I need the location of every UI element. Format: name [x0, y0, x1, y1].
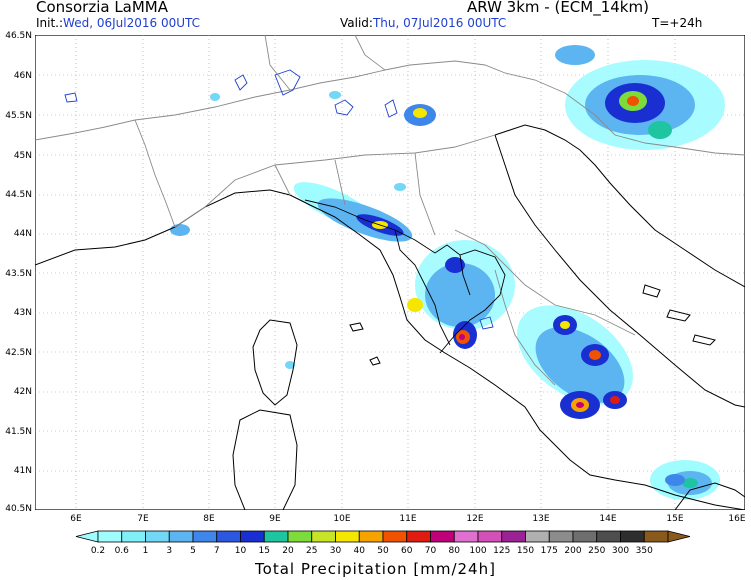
- lat-label: 45.5N: [5, 111, 32, 121]
- colorbar-swatch: [620, 530, 645, 543]
- colorbar-tick-label: 300: [611, 546, 630, 556]
- colorbar-tick-label: 7: [213, 546, 220, 556]
- colorbar-swatch: [335, 530, 360, 543]
- colorbar-tick-label: 250: [588, 546, 606, 556]
- colorbar-swatch: [382, 530, 408, 543]
- colorbar-swatch: [548, 530, 574, 543]
- colorbar-swatch: [477, 530, 503, 543]
- lon-label: 6E: [70, 514, 82, 524]
- lat-label: 41.5N: [5, 427, 32, 437]
- lon-label: 7E: [137, 514, 149, 524]
- lakes: [64, 69, 494, 330]
- colorbar-tick-label: 30: [329, 546, 342, 556]
- colorbar-swatch: [216, 530, 241, 543]
- colorbar-tick-label: 80: [448, 546, 460, 556]
- colorbar-swatch: [121, 530, 146, 543]
- colorbar-tick-label: 0.2: [90, 546, 106, 556]
- colorbar-tick-label: 175: [540, 546, 558, 556]
- colorbar-tick-label: 15: [258, 546, 270, 556]
- colorbar-swatch: [453, 530, 479, 543]
- lon-label: 14E: [599, 514, 617, 524]
- colorbar-swatch: [406, 530, 431, 543]
- lon-label: 16E: [728, 514, 746, 524]
- colorbar-swatch: [572, 530, 598, 543]
- colorbar-swatch: [430, 530, 455, 543]
- colorbar-tick-label: 350: [635, 546, 653, 556]
- colorbar-tick-label: 60: [401, 546, 413, 556]
- colorbar-tick-label: 125: [493, 546, 511, 556]
- colorbar-swatch: [358, 530, 384, 543]
- lat-label: 45N: [13, 151, 32, 161]
- lon-label: 10E: [333, 514, 351, 524]
- init-label: Init.:: [36, 16, 64, 30]
- colorbar-swatch: [192, 530, 218, 543]
- colorbar-tick-label: 3: [166, 546, 173, 556]
- colorbar-swatch: [97, 530, 123, 543]
- colorbar-swatch: [240, 530, 265, 543]
- lat-label: 44.5N: [5, 190, 32, 200]
- coastlines: [35, 124, 745, 510]
- valid-label: Valid:: [340, 16, 373, 30]
- lat-label: 40.5N: [5, 504, 32, 514]
- lon-label: 15E: [666, 514, 684, 524]
- forecast-step: T=+24h: [652, 16, 703, 30]
- lat-label: 46N: [13, 71, 32, 81]
- borders: [35, 35, 745, 386]
- colorbar-tick-label: 1: [142, 546, 149, 556]
- lat-label: 43N: [13, 308, 32, 318]
- colorbar-tick-label: 40: [353, 546, 365, 556]
- lat-label: 42N: [13, 387, 32, 397]
- init-info: Init.:Wed, 06Jul2016 00UTC: [36, 16, 200, 30]
- colorbar-arrow-left: [75, 530, 99, 543]
- colorbar-tick-label: 5: [190, 546, 196, 556]
- header-model: ARW 3km - (ECM_14km): [467, 0, 649, 16]
- init-value: Wed, 06Jul2016 00UTC: [63, 16, 200, 30]
- colorbar-arrow-right: [667, 530, 691, 543]
- colorbar-swatch: [596, 530, 621, 543]
- colorbar-swatch: [263, 530, 289, 543]
- lat-label: 43.5N: [5, 269, 32, 279]
- valid-value: Thu, 07Jul2016 00UTC: [372, 16, 507, 30]
- colorbar-tick-label: 150: [516, 546, 535, 556]
- precip-cells: [170, 45, 725, 500]
- lon-label: 9E: [269, 514, 281, 524]
- colorbar-swatch: [501, 530, 526, 543]
- colorbar-swatch: [643, 530, 669, 543]
- colorbar-swatch: [525, 530, 550, 543]
- lon-label: 11E: [399, 514, 417, 524]
- colorbar-tick-label: 20: [282, 546, 294, 556]
- lat-label: 44N: [13, 229, 32, 239]
- colorbar-swatch: [287, 530, 313, 543]
- lat-label: 46.5N: [5, 31, 32, 41]
- colorbar-swatch: [311, 530, 336, 543]
- colorbar-swatches: [75, 530, 691, 543]
- central-boundaries: [304, 199, 506, 354]
- colorbar-tick-label: 100: [469, 546, 487, 556]
- colorbar-tick-label: 70: [424, 546, 437, 556]
- precipitation-map: [35, 35, 745, 510]
- colorbar-tick-label: 0.6: [114, 546, 129, 556]
- colorbar-swatch: [168, 530, 194, 543]
- lat-label: 41N: [13, 466, 32, 476]
- lon-label: 13E: [532, 514, 550, 524]
- lon-label: 8E: [203, 514, 215, 524]
- lat-label: 42.5N: [5, 348, 32, 358]
- colorbar-tick-label: 10: [234, 546, 247, 556]
- colorbar-title: Total Precipitation [mm/24h]: [255, 560, 496, 578]
- valid-info: Valid:Thu, 07Jul2016 00UTC: [340, 16, 506, 30]
- colorbar-swatch: [145, 530, 170, 543]
- colorbar-tick-label: 50: [377, 546, 389, 556]
- header-title: Consorzia LaMMA: [36, 0, 169, 16]
- lon-label: 12E: [466, 514, 484, 524]
- colorbar-tick-label: 25: [306, 546, 318, 556]
- colorbar-tick-label: 200: [564, 546, 582, 556]
